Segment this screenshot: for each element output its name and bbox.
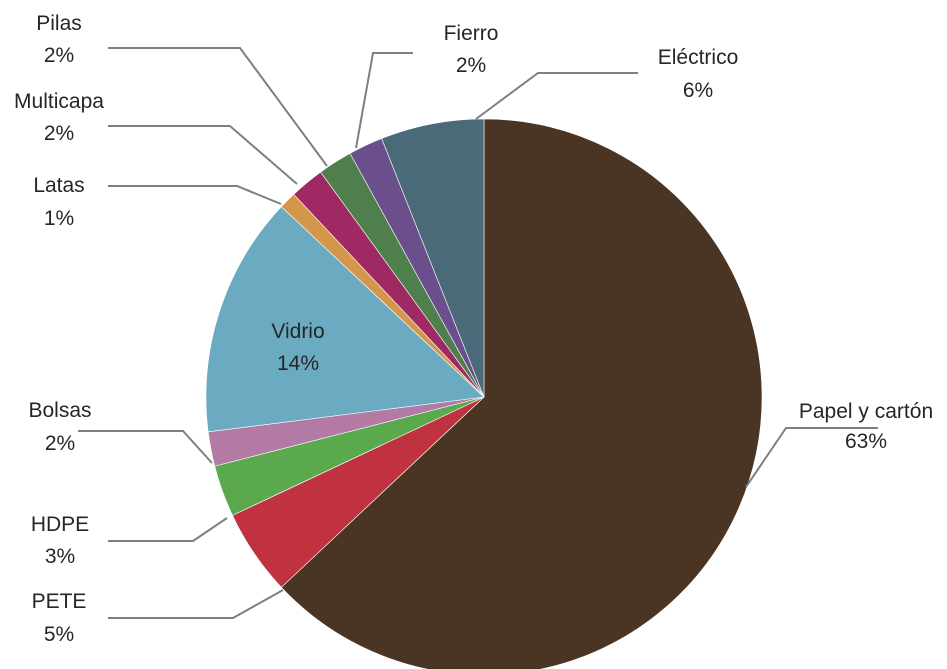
leader-line-bolsas — [78, 430, 213, 464]
label-papel-value: 63% — [845, 430, 887, 453]
label-multicapa-value: 2% — [44, 122, 74, 145]
label-vidrio-name: Vidrio — [271, 320, 324, 343]
leader-lines — [78, 47, 878, 619]
pie-slice-papel-y-carton — [280, 118, 763, 669]
slice-labels: Papel y cartón 63% PETE 5% HDPE 3% Bolsa… — [14, 12, 933, 646]
leader-line-fierro — [355, 52, 413, 149]
label-latas-value: 1% — [44, 207, 74, 230]
leader-line-electrico — [475, 72, 638, 120]
pie-slices — [205, 118, 763, 669]
leader-line-pete — [108, 589, 284, 619]
label-hdpe-value: 3% — [45, 545, 75, 568]
label-bolsas-name: Bolsas — [28, 399, 91, 422]
label-electrico-value: 6% — [683, 79, 713, 102]
label-vidrio-value: 14% — [277, 352, 319, 375]
label-electrico-name: Eléctrico — [658, 46, 739, 69]
leader-line-pilas — [108, 47, 328, 167]
pie-slice-electrico — [381, 118, 485, 398]
label-fierro-name: Fierro — [444, 22, 499, 45]
leader-line-latas — [108, 185, 282, 205]
label-pete-value: 5% — [44, 623, 74, 646]
label-pilas-name: Pilas — [36, 12, 82, 35]
label-hdpe-name: HDPE — [31, 513, 89, 536]
label-papel-name: Papel y cartón — [799, 400, 933, 423]
label-latas-name: Latas — [33, 174, 84, 197]
leader-line-hdpe — [108, 517, 228, 542]
label-multicapa-name: Multicapa — [14, 90, 104, 113]
label-fierro-value: 2% — [456, 54, 486, 77]
pie-slice-vidrio — [205, 206, 485, 433]
leader-line-papel — [745, 427, 878, 488]
leader-line-multicapa — [108, 125, 298, 185]
label-pete-name: PETE — [32, 590, 87, 613]
label-bolsas-value: 2% — [45, 432, 75, 455]
label-pilas-value: 2% — [44, 44, 74, 67]
